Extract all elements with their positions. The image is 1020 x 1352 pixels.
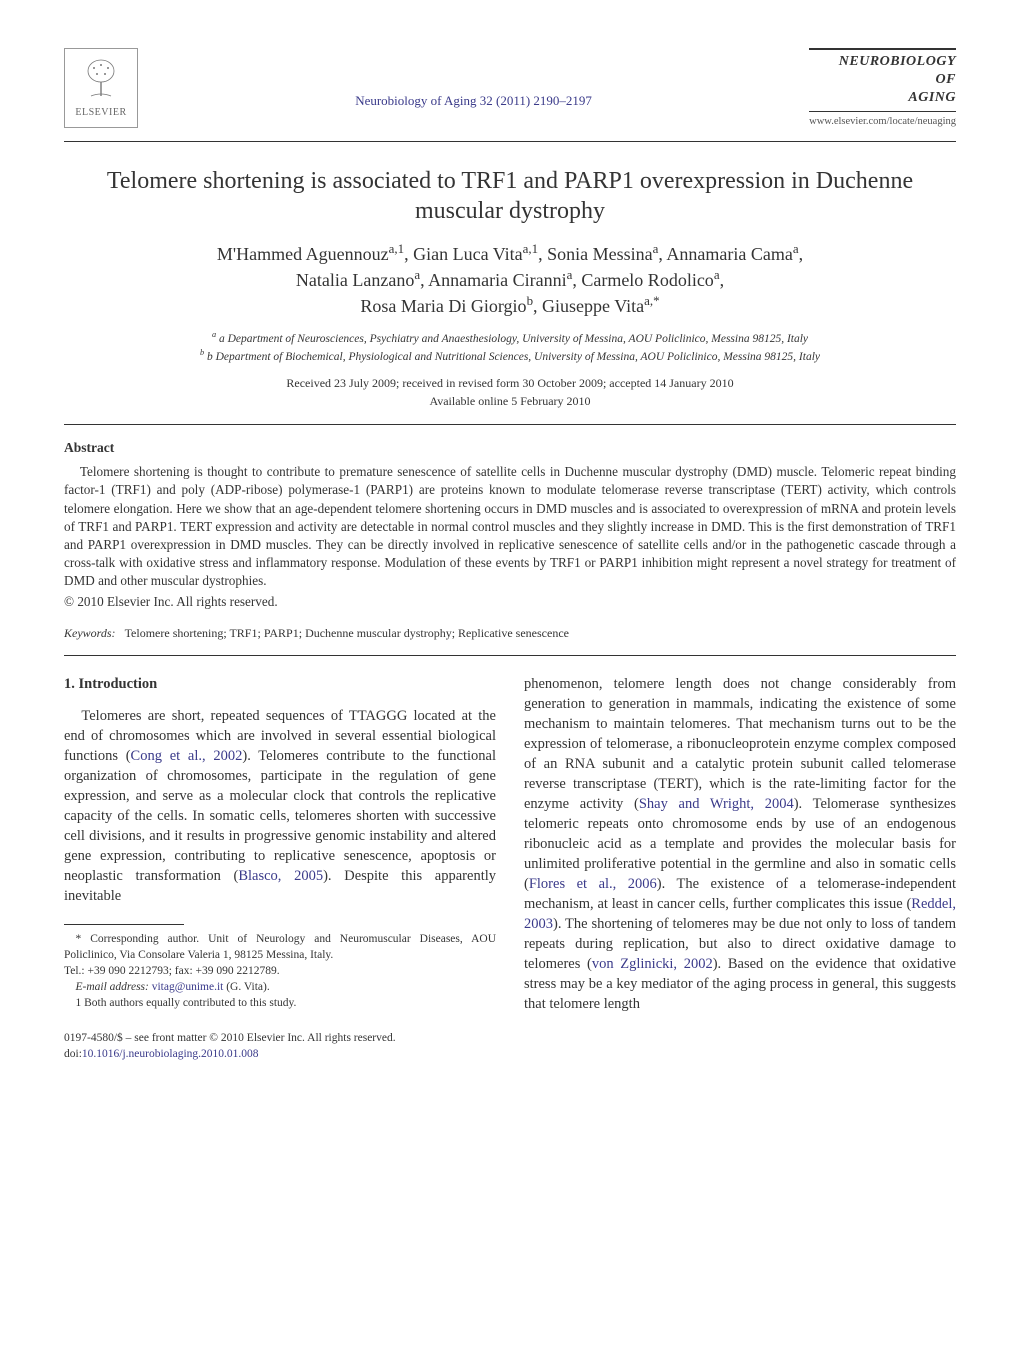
- email-link[interactable]: vitag@unime.it: [152, 981, 224, 993]
- affiliation-a: a a Department of Neurosciences, Psychia…: [64, 331, 956, 348]
- journal-side-title-l3: AGING: [809, 89, 956, 107]
- elsevier-tree-icon: [77, 56, 125, 104]
- author-list: M'Hammed Aguennouza,1, Gian Luca Vitaa,1…: [88, 241, 932, 319]
- ref-flores-2006[interactable]: Flores et al., 2006: [529, 876, 657, 892]
- article-dates: Received 23 July 2009; received in revis…: [64, 374, 956, 410]
- ref-cong-2002[interactable]: Cong et al., 2002: [131, 748, 243, 764]
- intro-paragraph-left: Telomeres are short, repeated sequences …: [64, 706, 496, 906]
- footnote-equal-contrib: 1 Both authors equally contributed to th…: [64, 995, 496, 1011]
- body-columns: 1. Introduction Telomeres are short, rep…: [64, 674, 956, 1063]
- keywords-value: Telomere shortening; TRF1; PARP1; Duchen…: [125, 626, 569, 640]
- ref-von-zglinicki-2002[interactable]: von Zglinicki, 2002: [592, 956, 713, 972]
- authors-line-3: Rosa Maria Di Giorgiob, Giuseppe Vitaa,*: [360, 296, 659, 316]
- footnote-rule: [64, 924, 184, 925]
- authors-line-1: M'Hammed Aguennouza,1, Gian Luca Vitaa,1…: [217, 244, 803, 264]
- affiliation-b: b b Department of Biochemical, Physiolog…: [64, 349, 956, 366]
- footnote-corresponding-2: Tel.: +39 090 2212793; fax: +39 090 2212…: [64, 963, 496, 979]
- journal-citation: Neurobiology of Aging 32 (2011) 2190–219…: [138, 48, 809, 110]
- abstract-copyright: © 2010 Elsevier Inc. All rights reserved…: [64, 593, 956, 611]
- footnote-email: E-mail address: vitag@unime.it (G. Vita)…: [64, 979, 496, 995]
- ref-blasco-2005[interactable]: Blasco, 2005: [238, 868, 323, 884]
- authors-line-2: Natalia Lanzanoa, Annamaria Cirannia, Ca…: [296, 270, 724, 290]
- footnote-corresponding-1: * Corresponding author. Unit of Neurolog…: [64, 931, 496, 963]
- journal-side-title-l2: OF: [809, 71, 956, 89]
- journal-url[interactable]: www.elsevier.com/locate/neuaging: [809, 115, 956, 129]
- publisher-logo: ELSEVIER: [64, 48, 138, 128]
- footer-block: 0197-4580/$ – see front matter © 2010 El…: [64, 1031, 496, 1063]
- article-title: Telomere shortening is associated to TRF…: [84, 166, 936, 227]
- intro-paragraph-right: phenomenon, telomere length does not cha…: [524, 674, 956, 1014]
- publisher-name: ELSEVIER: [75, 106, 126, 120]
- footer-doi: doi:10.1016/j.neurobiolaging.2010.01.008: [64, 1047, 496, 1063]
- affiliations: a a Department of Neurosciences, Psychia…: [64, 331, 956, 366]
- doi-link[interactable]: 10.1016/j.neurobiolaging.2010.01.008: [82, 1048, 259, 1060]
- footnotes: * Corresponding author. Unit of Neurolog…: [64, 931, 496, 1011]
- keywords-label: Keywords:: [64, 626, 116, 640]
- footer-copyright: 0197-4580/$ – see front matter © 2010 El…: [64, 1031, 496, 1047]
- intro-heading: 1. Introduction: [64, 674, 496, 694]
- abstract-bottom-rule: [64, 655, 956, 656]
- journal-side-box: NEUROBIOLOGY OF AGING www.elsevier.com/l…: [809, 48, 956, 129]
- abstract-heading: Abstract: [64, 439, 956, 457]
- journal-side-title-l1: NEUROBIOLOGY: [809, 53, 956, 71]
- ref-shay-wright-2004[interactable]: Shay and Wright, 2004: [639, 796, 794, 812]
- left-column: 1. Introduction Telomeres are short, rep…: [64, 674, 496, 1063]
- header-rule: [64, 141, 956, 142]
- abstract-section: Abstract Telomere shortening is thought …: [64, 439, 956, 641]
- right-column: phenomenon, telomere length does not cha…: [524, 674, 956, 1063]
- title-bottom-rule: [64, 424, 956, 425]
- page-header: ELSEVIER Neurobiology of Aging 32 (2011)…: [64, 48, 956, 129]
- keywords-line: Keywords: Telomere shortening; TRF1; PAR…: [64, 625, 956, 641]
- available-line: Available online 5 February 2010: [64, 392, 956, 410]
- abstract-body: Telomere shortening is thought to contri…: [64, 463, 956, 591]
- received-line: Received 23 July 2009; received in revis…: [64, 374, 956, 392]
